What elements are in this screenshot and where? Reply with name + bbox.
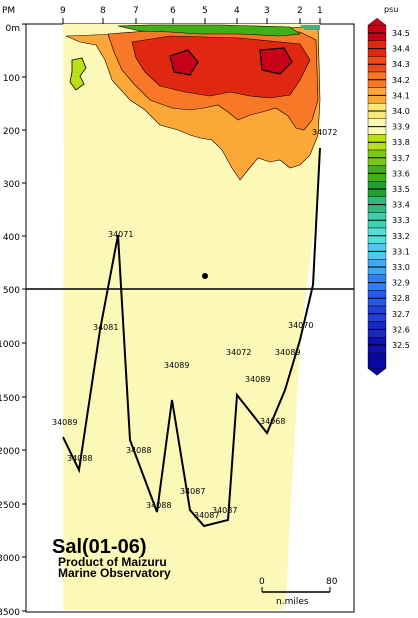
colorbar-level-label: 32.9 [392, 279, 410, 288]
sample-value-label: 34068 [260, 417, 285, 426]
contour-fill-34-5 [169, 49, 199, 76]
depth-labels: 0m 100 200 300 400 500 1000 1500 2000 25… [0, 24, 20, 618]
colorbar-level-label: 33.8 [392, 138, 410, 147]
colorbar-bottom-cap [367, 368, 387, 376]
contour-fill-surface-fresh [117, 24, 301, 37]
depth-label: 3000 [0, 554, 20, 564]
depth-label: 2000 [0, 447, 20, 457]
colorbar-level-label: 32.5 [392, 341, 410, 350]
sample-value-label: 34089 [245, 375, 270, 384]
station-label: 2 [297, 6, 303, 16]
depth-label: 500 [3, 286, 20, 296]
chart-subtitle-line-1: Product of Maizuru [58, 555, 167, 569]
sample-value-label: 34089 [52, 418, 77, 427]
chart-title: Sal(01-06) [52, 536, 147, 558]
sample-value-label: 34087 [180, 487, 205, 496]
depth-label: 3500 [0, 608, 20, 618]
scale-bar-end: 80 [326, 577, 338, 587]
colorbar-level-label: 33.6 [392, 169, 410, 178]
depth-label: 1000 [0, 340, 20, 350]
scale-bar: 0 80 n.miles [259, 577, 338, 607]
depth-label: 400 [3, 233, 20, 243]
station-label: 6 [170, 6, 176, 16]
sample-value-labels: 34089 34088 34071 34081 34088 34088 3408… [52, 128, 337, 520]
depth-label: 2500 [0, 501, 20, 511]
station-tick-marks [62, 18, 321, 24]
station-labels: 9 8 7 6 5 4 3 2 1 [60, 6, 323, 16]
colorbar-level-label: 33.7 [392, 154, 410, 163]
colorbar-level-label: 33.2 [392, 232, 410, 241]
colorbar-level-label: 32.6 [392, 325, 410, 334]
colorbar-level-label: 34.5 [392, 29, 410, 38]
scale-bar-start: 0 [259, 577, 265, 587]
depth-tick-marks [22, 23, 26, 612]
contour-fill-34-1 [63, 24, 320, 610]
colorbar-level-label: 34.2 [392, 76, 410, 85]
sample-value-label: 34088 [67, 454, 92, 463]
colorbar-level-label: 34.4 [392, 45, 410, 54]
sample-value-label: 34081 [93, 323, 118, 332]
depth-label: 200 [3, 127, 20, 137]
colorbar-level-label: 32.8 [392, 294, 410, 303]
sample-value-label: 34071 [108, 230, 133, 239]
colorbar-level-label: 33.0 [392, 263, 410, 272]
station-label: 4 [234, 6, 240, 16]
colorbar-level-label: 34.0 [392, 107, 410, 116]
colorbar-labels: 34.5 34.4 34.3 34.2 34.1 34.0 33.9 33.8 33.7 33.6… [392, 29, 410, 350]
sample-value-label: 34087 [212, 506, 237, 515]
station-label: 8 [100, 6, 106, 16]
x-axis-label: PM [2, 6, 15, 16]
station-label: 7 [133, 6, 139, 16]
scale-bar-unit: n.miles [276, 597, 309, 607]
sample-value-label: 34087 [194, 511, 219, 520]
sample-value-label: 34088 [146, 501, 171, 510]
colorbar-level-label: 33.9 [392, 123, 410, 132]
colorbar-level-label: 33.4 [392, 201, 410, 210]
contour-fill-surface-blue [300, 25, 320, 30]
chart-subtitle-line-2: Marine Observatory [58, 566, 171, 580]
isolated-point [202, 273, 208, 279]
sample-value-label: 34088 [126, 446, 151, 455]
contour-fill-34-5b [259, 47, 293, 75]
sample-value-label: 34089 [275, 348, 300, 357]
colorbar-legend [367, 17, 387, 376]
contour-fill-patch [69, 57, 87, 91]
depth-label: 100 [3, 74, 20, 84]
colorbar-swatch [367, 352, 387, 369]
sample-value-label: 34089 [164, 361, 189, 370]
depth-label: 0m [6, 24, 21, 34]
colorbar-level-label: 34.1 [392, 91, 410, 100]
station-label: 9 [60, 6, 66, 16]
colorbar-level-label: 32.7 [392, 310, 410, 319]
sample-value-label: 34070 [288, 321, 313, 330]
colorbar-unit-label: psu [384, 5, 398, 14]
depth-label: 1500 [0, 394, 20, 404]
sample-value-label: 34072 [312, 128, 337, 137]
station-label: 3 [264, 6, 270, 16]
colorbar-top-cap [367, 17, 387, 26]
station-label: 5 [202, 6, 208, 16]
colorbar-level-label: 33.3 [392, 216, 410, 225]
colorbar-level-label: 33.1 [392, 247, 410, 256]
station-label: 1 [317, 6, 323, 16]
bottom-topography-line [62, 147, 321, 528]
depth-label: 300 [3, 180, 20, 190]
colorbar-level-label: 34.3 [392, 60, 410, 69]
sample-value-label: 34072 [226, 348, 251, 357]
colorbar-level-label: 33.5 [392, 185, 410, 194]
